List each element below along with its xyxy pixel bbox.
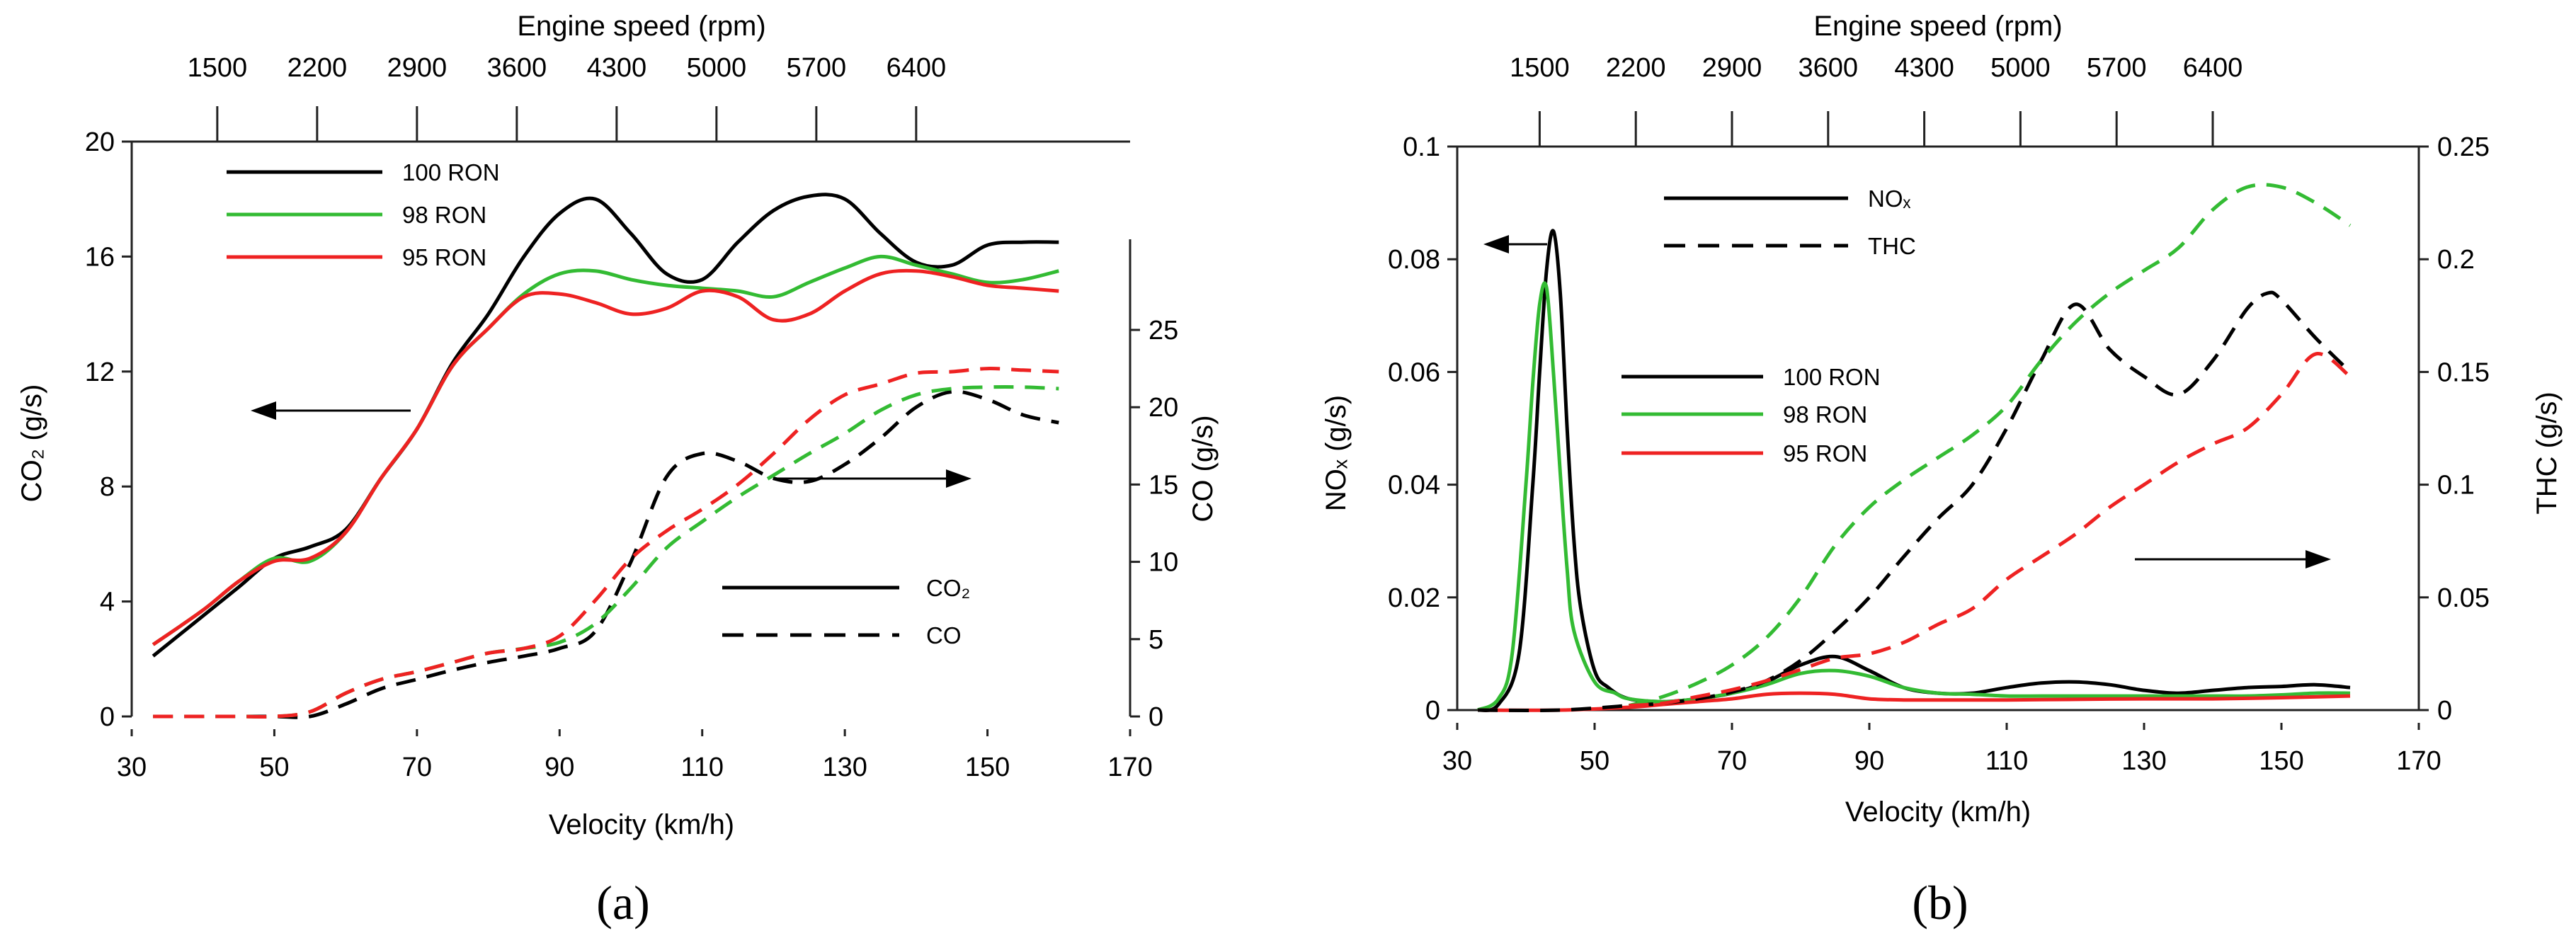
panel-b-x-tick-label: 50 [1580, 746, 1609, 776]
panel-a-chart: 1500 2200 2900 3600 4300 5000 5700 6400 30 50 70 9… [16, 11, 1219, 930]
panel-a-right-tick-label: 5 [1149, 625, 1163, 655]
panel-b-series-nox-98-ron [1476, 281, 2351, 712]
panel-b-left-tick-label: 0 [1425, 696, 1440, 726]
panel-a-x-tick-label: 50 [259, 753, 289, 782]
panel-a-x-tick-label: 130 [822, 753, 867, 782]
panel-b-legend-label-nox: NOₓ [1868, 185, 1911, 212]
panel-b-series-thc-100-ron [1478, 290, 2352, 712]
panel-a-series-co-98-ron [152, 254, 1059, 646]
panel-a-left-tick-label: 20 [85, 127, 115, 157]
panel-b-top-tick-label: 4300 [1894, 53, 1954, 83]
panel-b-top-tick-label: 2200 [1606, 53, 1666, 83]
panel-a-label: (a) [596, 876, 649, 930]
panel-a-series-co-100-ron [153, 389, 1059, 719]
panel-a-legend-label-co: CO [926, 622, 962, 648]
panel-a-left-tick-label: 8 [100, 472, 115, 502]
panel-a-series-co-95-ron [152, 268, 1059, 646]
panel-a-left-tick-label: 0 [100, 702, 115, 732]
panel-a-top-tick-label: 3600 [487, 53, 547, 83]
panel-b-top-tick-label: 1500 [1510, 53, 1570, 83]
panel-a-left-arrow [251, 401, 411, 420]
panel-a-series-co-95-ron [153, 367, 1059, 719]
panel-b-right-tick-label: 0 [2437, 696, 2452, 726]
panel-a-top-tick-label: 2900 [387, 53, 448, 83]
panel-a-left-ylabel: CO₂ (g/s) [16, 384, 47, 503]
panel-a-top-tick-label: 5700 [787, 53, 847, 83]
panel-a-right-tick-label: 10 [1149, 548, 1178, 578]
panel-b-xlabel: Velocity (km/h) [1845, 796, 2031, 828]
panel-a-series-co-100-ron [152, 193, 1059, 658]
panel-b-legend-label-thc: THC [1868, 233, 1916, 259]
panel-a-top-xlabel: Engine speed (rpm) [517, 11, 765, 42]
panel-b-right-arrow [2135, 550, 2331, 568]
panel-a-top-tick-label: 4300 [587, 53, 647, 83]
panel-b-top-tick-label: 6400 [2183, 53, 2243, 83]
panel-b-plot-frame [1456, 145, 2420, 711]
panel-a-legend-label-98: 98 RON [402, 202, 486, 228]
panel-a-legend-label-100: 100 RON [402, 159, 500, 185]
panel-a-legend-label-95: 95 RON [402, 244, 486, 270]
panel-b-right-tick-label: 0.2 [2437, 245, 2475, 275]
panel-a-fuel-legend: 100 RON 98 RON 95 RON [227, 159, 500, 270]
panel-a-species-legend: CO₂ CO [722, 575, 970, 648]
panel-b-series-thc-95-ron [1629, 352, 2352, 708]
panel-b-top-tick-label: 5700 [2087, 53, 2147, 83]
panel-a-right-arrow [773, 469, 971, 488]
panel-b-top-xlabel: Engine speed (rpm) [1813, 11, 2062, 42]
panel-b-fuel-legend: 100 RON 98 RON 95 RON [1622, 364, 1881, 467]
panel-a-x-tick-label: 110 [680, 753, 724, 782]
panel-b-x-tick-label: 30 [1442, 746, 1472, 776]
panel-b-left-arrow [1483, 235, 1547, 253]
panel-a-xlabel: Velocity (km/h) [549, 809, 734, 840]
panel-a-left-tick-label: 4 [100, 588, 115, 617]
panel-b-right-tick-label: 0.15 [2437, 358, 2490, 387]
panel-a-right-ylabel: CO (g/s) [1187, 415, 1219, 522]
panel-a-top-tick-label: 5000 [687, 53, 747, 83]
panel-a-top-tick-label: 1500 [188, 53, 248, 83]
panel-b-left-tick-label: 0.04 [1388, 471, 1440, 501]
panel-a-legend-label-co2: CO₂ [926, 575, 970, 601]
panel-b-series-thc-98-ron [1628, 183, 2352, 708]
panel-b-top-tick-label: 2900 [1702, 53, 1762, 83]
panel-b-x-tick-label: 150 [2259, 746, 2303, 776]
panel-a-top-tick-label: 2200 [287, 53, 348, 83]
panel-b-legend-label-98: 98 RON [1783, 401, 1867, 428]
panel-b-left-tick-label: 0.06 [1388, 358, 1440, 387]
panel-b-top-tick-label: 5000 [1990, 53, 2051, 83]
panel-b-right-ylabel: THC (g/s) [2531, 392, 2563, 514]
panel-a-top-tick-label: 6400 [887, 53, 947, 83]
panel-a-right-tick-label: 25 [1149, 316, 1178, 345]
panel-b-x-tick-label: 130 [2121, 746, 2166, 776]
panel-b-right-tick-label: 0.25 [2437, 132, 2490, 162]
panel-b-chart: 1500 2200 2900 3600 4300 5000 5700 6400 30 50 70 9… [1321, 11, 2563, 930]
panel-a-x-tick-label: 90 [545, 753, 574, 782]
panel-a-right-tick-label: 20 [1149, 393, 1178, 423]
panel-b-left-tick-label: 0.1 [1403, 132, 1440, 162]
panel-a-x-tick-label: 70 [402, 753, 432, 782]
panel-a-right-tick-label: 15 [1149, 470, 1178, 500]
panel-b-x-tick-label: 170 [2396, 746, 2441, 776]
panel-b-right-tick-label: 0.1 [2437, 471, 2475, 501]
panel-b-left-tick-label: 0.02 [1388, 583, 1440, 613]
panel-b-top-tick-label: 3600 [1799, 53, 1859, 83]
panel-b-legend-label-95: 95 RON [1783, 440, 1867, 467]
panel-a-x-tick-label: 170 [1107, 753, 1152, 782]
panel-b-axes-box [1456, 145, 2420, 711]
panel-a-x-tick-label: 30 [117, 753, 147, 782]
panel-b-left-tick-label: 0.08 [1388, 245, 1440, 275]
panel-b-right-tick-label: 0.05 [2437, 583, 2490, 613]
panel-b-legend-label-100: 100 RON [1783, 364, 1881, 390]
panel-b-x-tick-label: 90 [1854, 746, 1884, 776]
panel-a-left-tick-label: 16 [85, 242, 115, 272]
panel-b-x-tick-label: 70 [1717, 746, 1747, 776]
panel-b-species-legend: NOₓ THC [1664, 185, 1916, 259]
panel-a-plot-frame [130, 140, 1132, 716]
panel-a-right-tick-label: 0 [1149, 702, 1163, 732]
panel-b-x-tick-label: 110 [1985, 746, 2029, 776]
panel-b-label: (b) [1912, 876, 1968, 930]
panel-b-left-ylabel: NOₓ (g/s) [1321, 395, 1352, 511]
panel-a-left-tick-label: 12 [85, 358, 115, 387]
panel-a-x-tick-label: 150 [965, 753, 1010, 782]
